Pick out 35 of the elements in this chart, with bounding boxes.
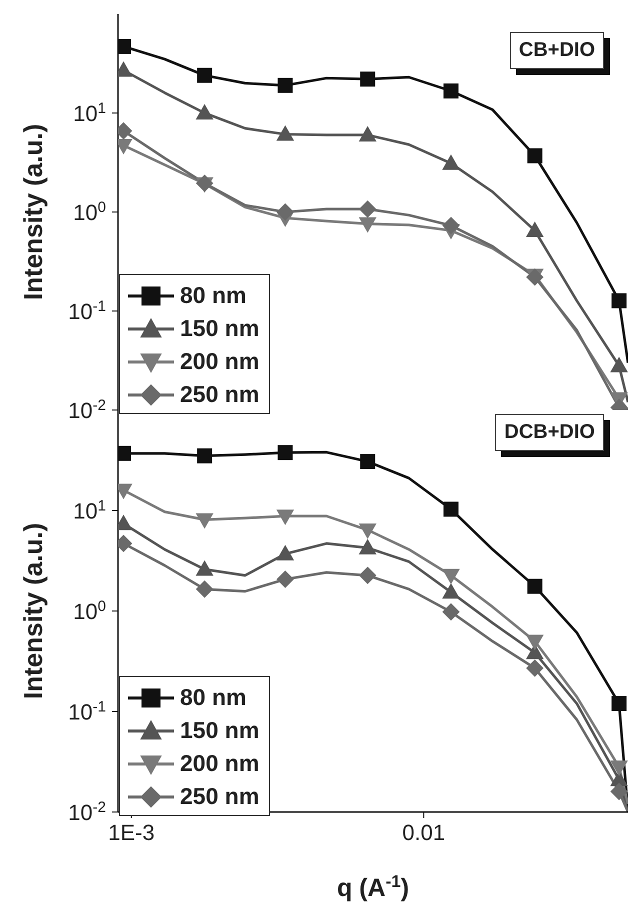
legend-label: 250 nm [180, 783, 260, 810]
point [278, 78, 293, 93]
y-tick-label: 10$^{-1}$ [68, 298, 106, 324]
y-tick-label: 10$^{-1}$ [68, 698, 106, 724]
point [276, 126, 294, 141]
point [442, 154, 460, 170]
point [359, 200, 376, 218]
annotation: DCB+DIO [495, 414, 604, 451]
annotation: CB+DIO [510, 32, 604, 69]
y-axis-title: Intensity (a.u.) [18, 124, 48, 300]
point [442, 217, 460, 234]
legend-label: 200 nm [180, 750, 260, 777]
y-tick-label: 10$^{-2}$ [68, 396, 106, 423]
point [443, 83, 458, 98]
legend-label: 150 nm [180, 315, 260, 342]
point [359, 217, 376, 232]
point [197, 68, 212, 83]
y-axis-title: Intensity (a.u.) [18, 522, 48, 700]
x-tick-label: 0.01 [402, 820, 446, 845]
y-tick-label: 10$^{1}$ [73, 497, 106, 524]
legend-label: 250 nm [180, 381, 260, 408]
x-tick-label: 1E-3 [108, 820, 155, 845]
y-tick-label: 10$^{1}$ [73, 100, 106, 126]
x-axis-title: q (A$^{-1}$) [336, 872, 410, 902]
y-tick-label: 10$^{-2}$ [68, 798, 106, 825]
point [360, 72, 376, 87]
legend-label: 200 nm [180, 348, 260, 375]
legend-label: 80 nm [180, 282, 246, 309]
y-tick-label: 10$^{0}$ [73, 198, 106, 225]
legend-label: 150 nm [180, 717, 260, 744]
point [196, 104, 214, 120]
point [359, 126, 376, 142]
y-tick-label: 10$^{0}$ [73, 598, 106, 624]
legend-label: 80 nm [180, 684, 246, 711]
point [276, 204, 294, 220]
